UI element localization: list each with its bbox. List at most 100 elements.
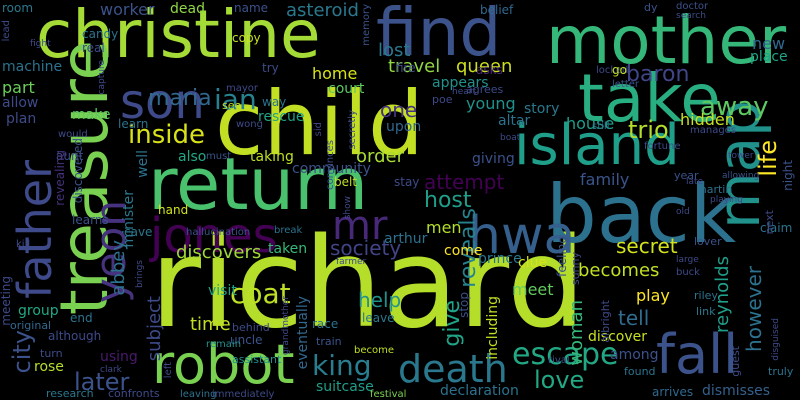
word: locked: [596, 65, 629, 76]
word: old: [676, 207, 690, 217]
word: machine: [2, 59, 63, 75]
word: way: [262, 95, 287, 109]
word: young: [466, 94, 516, 113]
word: city: [8, 330, 36, 374]
word: train: [316, 335, 342, 348]
word: albright: [599, 300, 612, 343]
word: uncle: [230, 333, 263, 347]
word: house: [566, 114, 615, 133]
word: name: [234, 1, 269, 15]
word: dy: [644, 1, 658, 14]
word: fire: [396, 61, 416, 75]
word: immediately: [212, 389, 275, 400]
word: riley: [694, 289, 718, 302]
word: travel: [388, 56, 441, 77]
word: men: [426, 218, 462, 237]
word: discovers: [176, 242, 262, 263]
word: martin: [696, 183, 733, 196]
word: arrives: [652, 385, 694, 399]
word: among: [610, 347, 659, 363]
word: show: [343, 196, 353, 220]
word: try: [262, 61, 279, 75]
word: large: [676, 255, 699, 265]
word: year: [674, 169, 699, 182]
word: agrees: [466, 83, 504, 96]
word: secret: [616, 234, 678, 258]
word: also: [178, 149, 207, 165]
word: away: [700, 92, 769, 122]
word: place: [750, 49, 788, 65]
word: remain: [206, 339, 242, 350]
word: confronts: [108, 387, 160, 400]
word: son: [120, 74, 205, 130]
word: become: [354, 345, 395, 356]
word: fall: [656, 323, 739, 386]
word: take: [578, 60, 721, 137]
word: suitcase: [316, 379, 374, 395]
word: appears: [432, 75, 489, 91]
word: baron: [626, 62, 690, 87]
word: arthur: [384, 231, 428, 247]
word: farmer: [336, 257, 367, 267]
word: end: [70, 311, 93, 325]
word: real: [82, 41, 105, 55]
word: tell: [618, 306, 650, 330]
word: christine: [36, 0, 321, 73]
word: one: [380, 98, 418, 122]
word: would: [58, 129, 88, 140]
word: allow: [2, 95, 39, 111]
word: claim: [760, 221, 793, 235]
word: taking: [250, 149, 294, 165]
word: however: [742, 266, 766, 352]
word: story: [524, 101, 560, 117]
word: court: [328, 81, 365, 97]
word: new: [752, 34, 786, 53]
word: belt: [334, 175, 358, 189]
word: child: [215, 72, 424, 175]
word: sunny: [569, 252, 582, 286]
word: altar: [498, 113, 531, 129]
word: although: [48, 329, 102, 343]
word: visit: [208, 283, 237, 299]
word: aunt: [56, 149, 84, 163]
word: ian: [214, 83, 257, 116]
word: return: [148, 142, 369, 226]
word: declaration: [440, 383, 519, 399]
word: help: [358, 288, 402, 312]
word: stop: [457, 292, 471, 318]
word: subject: [144, 296, 165, 362]
word: group: [18, 303, 59, 319]
word: giving: [472, 151, 515, 167]
word: well: [135, 150, 151, 178]
word: including: [485, 296, 501, 360]
word: family: [580, 170, 630, 189]
word: feeling: [555, 236, 569, 277]
word: attempt: [424, 170, 505, 194]
word: guest: [729, 346, 742, 377]
word: go: [612, 63, 627, 77]
word: richard: [150, 212, 586, 356]
word: link: [696, 305, 716, 318]
word: clark: [100, 365, 122, 375]
word: poe: [432, 93, 453, 106]
word: behind: [232, 321, 270, 334]
word: taken: [268, 241, 308, 257]
word: dead: [170, 1, 205, 17]
word: prince: [478, 251, 522, 267]
word: find: [376, 0, 502, 71]
word: stay: [394, 175, 420, 189]
word: clue: [518, 255, 548, 271]
word: hallucination: [186, 227, 251, 238]
word: lover: [694, 235, 722, 248]
word: assistant: [232, 353, 282, 366]
word: found: [624, 365, 656, 378]
word: cave: [124, 225, 153, 239]
word: original: [10, 319, 52, 332]
word: late: [686, 177, 704, 187]
word: meet: [512, 280, 554, 299]
word: lead: [1, 20, 12, 42]
word: home: [312, 64, 358, 83]
word: rescue: [258, 109, 305, 125]
word: disguised: [771, 318, 781, 361]
